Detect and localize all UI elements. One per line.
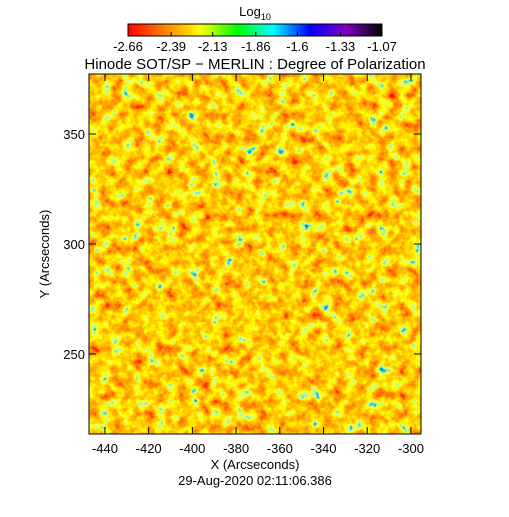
x-tick-label: -440: [92, 441, 118, 456]
x-tick-label: -340: [311, 441, 337, 456]
y-tick-label: 300: [63, 237, 85, 252]
x-tick-label: -420: [136, 441, 162, 456]
colorbar: [127, 23, 383, 37]
colorbar-tick-label: -2.39: [156, 39, 186, 54]
x-axis-label: X (Arcseconds): [211, 457, 300, 472]
colorbar-tick-label: -1.86: [241, 39, 271, 54]
x-tick-label: -320: [354, 441, 380, 456]
x-tick-label: -400: [179, 441, 205, 456]
y-axis-label: Y (Arcseconds): [37, 210, 52, 299]
heatmap-image: [89, 74, 421, 434]
colorbar-label: Log10: [239, 4, 271, 22]
y-tick-label: 250: [63, 347, 85, 362]
chart-title: Hinode SOT/SP − MERLIN : Degree of Polar…: [84, 56, 425, 73]
colorbar-tick-label: -1.07: [367, 39, 397, 54]
colorbar-tick-label: -1.6: [286, 39, 308, 54]
colorbar-tick-label: -1.33: [326, 39, 356, 54]
plot-frame: [88, 73, 422, 435]
footer-date: 29-Aug-2020 02:11:06.386: [178, 473, 332, 488]
x-tick-label: -300: [398, 441, 424, 456]
colorbar-tick-label: -2.66: [113, 39, 143, 54]
y-tick-label: 350: [63, 127, 85, 142]
colorbar-tick-label: -2.13: [198, 39, 228, 54]
x-tick-label: -360: [267, 441, 293, 456]
x-tick-label: -380: [223, 441, 249, 456]
